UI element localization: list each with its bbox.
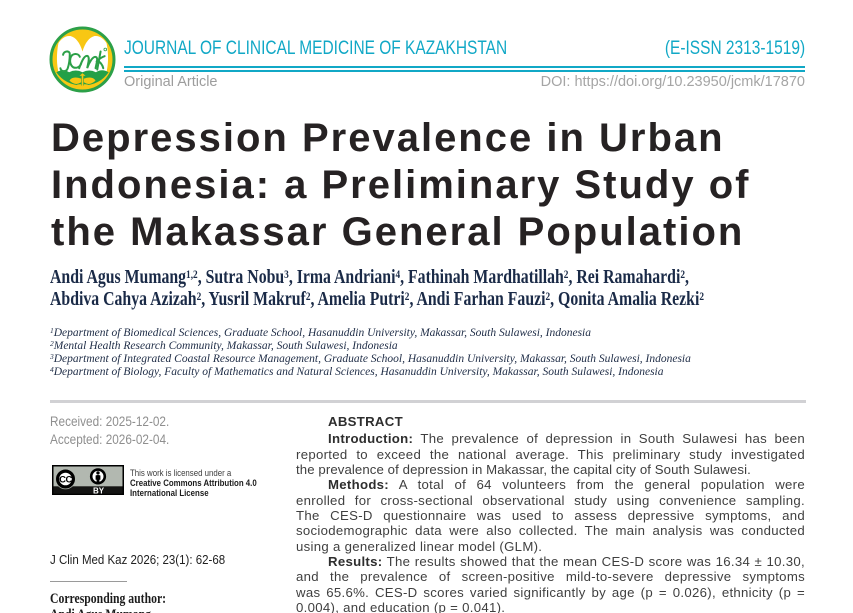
svg-text:CC: CC: [59, 474, 72, 485]
svg-text:BY: BY: [93, 486, 105, 495]
